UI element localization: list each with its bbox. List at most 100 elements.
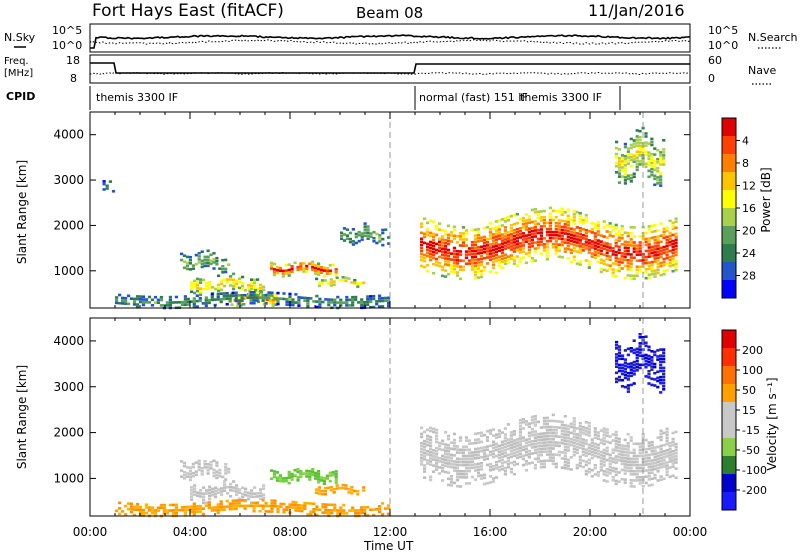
- echo-cell: [224, 258, 228, 262]
- echo-cell: [587, 251, 591, 254]
- echo-cell: [467, 250, 472, 253]
- echo-cell: [347, 488, 351, 491]
- echo-cell: [638, 129, 642, 133]
- echo-cell: [185, 472, 190, 475]
- echo-cell: [653, 467, 657, 471]
- echo-cell: [653, 272, 657, 275]
- echo-cell: [461, 460, 466, 464]
- echo-cell: [593, 238, 597, 241]
- echo-cell: [194, 473, 198, 477]
- echo-cell: [449, 231, 454, 234]
- echo-cell: [420, 264, 424, 268]
- echo-cell: [372, 297, 376, 301]
- echo-cell: [626, 234, 630, 238]
- echo-cell: [659, 463, 663, 466]
- echo-cell: [533, 448, 537, 452]
- echo-cell: [602, 442, 606, 446]
- echo-cell: [488, 468, 493, 472]
- echo-cell: [297, 506, 301, 510]
- echo-cell: [278, 266, 282, 270]
- echo-cell: [426, 233, 430, 237]
- echo-cell: [647, 478, 651, 481]
- echo-cell: [488, 481, 493, 484]
- echo-cell: [497, 255, 501, 259]
- echo-cell: [452, 463, 457, 466]
- echo-cell: [479, 474, 484, 477]
- echo-cell: [518, 452, 522, 456]
- echo-cell: [542, 246, 546, 249]
- echo-cell: [653, 257, 657, 260]
- echo-cell: [641, 454, 645, 457]
- echo-cell: [372, 513, 376, 517]
- echo-cell: [354, 235, 358, 239]
- echo-cell: [118, 507, 122, 510]
- echo-cell: [575, 235, 579, 238]
- echo-cell: [482, 250, 487, 254]
- echo-cell: [533, 415, 537, 418]
- echo-cell: [668, 231, 672, 235]
- echo-cell: [200, 250, 204, 253]
- echo-cell: [138, 300, 143, 304]
- echo-cell: [509, 431, 513, 434]
- echo-cell: [426, 459, 430, 462]
- echo-cell: [455, 262, 460, 265]
- echo-cell: [605, 245, 609, 248]
- echo-cell: [315, 508, 319, 511]
- echo-cell: [560, 423, 564, 427]
- echo-cell: [272, 475, 277, 479]
- echo-cell: [464, 253, 469, 256]
- echo-cell: [638, 476, 642, 479]
- echo-cell: [264, 510, 268, 513]
- echo-cell: [479, 462, 484, 465]
- echo-cell: [449, 447, 454, 451]
- echo-cell: [647, 264, 651, 267]
- echo-cell: [563, 247, 567, 250]
- echo-cell: [614, 479, 618, 483]
- echo-cell: [524, 237, 528, 240]
- echo-cell: [485, 247, 490, 250]
- echo-cell: [261, 299, 265, 302]
- echo-cell: [429, 231, 433, 235]
- echo-cell: [506, 246, 510, 249]
- echo-cell: [596, 452, 600, 456]
- echo-cell: [539, 459, 543, 463]
- echo-cell: [665, 250, 669, 254]
- echo-cell: [506, 240, 510, 243]
- echo-cell: [232, 489, 236, 492]
- echo-cell: [647, 345, 651, 349]
- echo-cell: [423, 467, 427, 470]
- echo-cell: [617, 269, 621, 273]
- echo-cell: [351, 301, 355, 304]
- echo-cell: [503, 445, 507, 449]
- colorbar-tick-label: 200: [742, 344, 763, 357]
- echo-cell: [638, 333, 642, 336]
- echo-cell: [659, 172, 663, 175]
- echo-cell: [210, 295, 214, 299]
- echo-cell: [291, 303, 295, 307]
- echo-cell: [500, 468, 504, 471]
- echo-cell: [366, 295, 370, 298]
- echo-cell: [348, 509, 352, 512]
- echo-cell: [500, 440, 504, 444]
- echo-cell: [518, 236, 522, 239]
- echo-cell: [317, 281, 322, 285]
- echo-cell: [620, 468, 624, 472]
- echo-cell: [220, 490, 224, 493]
- echo-cell: [527, 233, 531, 237]
- echo-cell: [518, 227, 522, 230]
- echo-cell: [578, 217, 582, 221]
- echo-cell: [629, 244, 633, 247]
- echo-cell: [225, 292, 229, 295]
- echo-cell: [494, 464, 499, 467]
- echo-cell: [527, 443, 531, 447]
- echo-cell: [473, 469, 478, 472]
- echo-cell: [674, 448, 678, 452]
- echo-cell: [446, 242, 451, 246]
- echo-cell: [593, 427, 597, 430]
- echo-cell: [360, 511, 364, 515]
- echo-cell: [275, 479, 280, 482]
- echo-cell: [575, 445, 579, 449]
- echo-cell: [506, 255, 510, 258]
- echo-cell: [617, 471, 621, 474]
- echo-cell: [317, 480, 321, 484]
